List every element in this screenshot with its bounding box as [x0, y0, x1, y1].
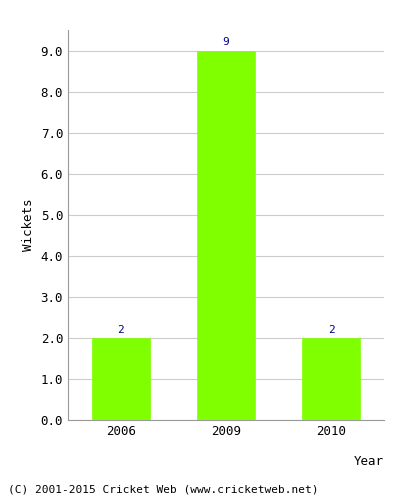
Bar [92, 338, 150, 420]
Bar [197, 50, 255, 420]
Bar [302, 338, 360, 420]
Y-axis label: Wickets: Wickets [22, 198, 35, 251]
Text: Year: Year [354, 455, 384, 468]
Text: (C) 2001-2015 Cricket Web (www.cricketweb.net): (C) 2001-2015 Cricket Web (www.cricketwe… [8, 485, 318, 495]
Text: 9: 9 [223, 37, 229, 47]
Text: 2: 2 [328, 324, 335, 334]
Text: 2: 2 [117, 324, 124, 334]
